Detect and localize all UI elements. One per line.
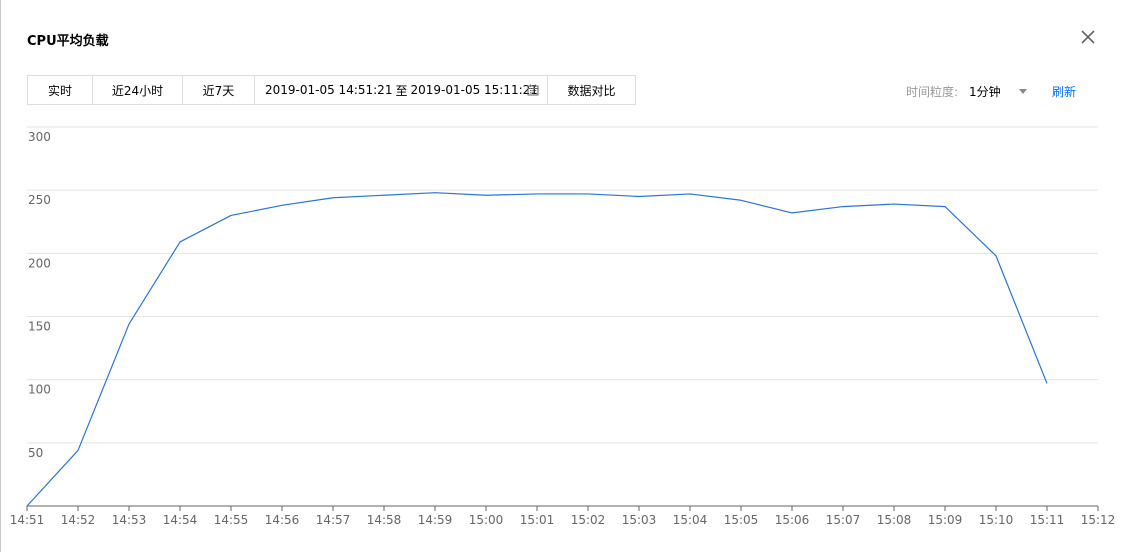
dialog-title: CPU平均负载: [27, 34, 109, 49]
close-icon[interactable]: [1079, 28, 1097, 46]
realtime-button[interactable]: 实时: [27, 75, 93, 105]
range-end: 2019-01-05 15:11:21: [410, 83, 538, 97]
y-tick-label: 150: [28, 320, 51, 334]
x-tick-label: 15:08: [877, 513, 912, 527]
x-tick-label: 14:57: [316, 513, 351, 527]
x-tick-label: 14:51: [10, 513, 45, 527]
x-tick-label: 15:05: [724, 513, 759, 527]
x-tick-label: 15:00: [469, 513, 504, 527]
x-tick-label: 14:59: [418, 513, 453, 527]
compare-button[interactable]: 数据对比: [547, 75, 636, 105]
x-tick-label: 14:53: [112, 513, 147, 527]
x-tick-label: 15:11: [1030, 513, 1065, 527]
last-7d-button[interactable]: 近7天: [182, 75, 255, 105]
range-start: 2019-01-05 14:51:21: [265, 83, 393, 97]
calendar-icon[interactable]: [527, 84, 539, 96]
time-range-toolbar: 实时 近24小时 近7天 2019-01-05 14:51:21 至 2019-…: [27, 75, 636, 105]
last-24h-button[interactable]: 近24小时: [92, 75, 183, 105]
y-tick-label: 50: [28, 446, 43, 460]
x-tick-label: 15:04: [673, 513, 708, 527]
y-tick-label: 100: [28, 383, 51, 397]
y-tick-label: 300: [28, 130, 51, 144]
x-tick-label: 15:09: [928, 513, 963, 527]
x-tick-label: 15:07: [826, 513, 861, 527]
chevron-down-icon: [1019, 89, 1027, 94]
granularity-value: 1分钟: [969, 85, 1001, 99]
x-tick-label: 15:01: [520, 513, 555, 527]
x-tick-label: 15:12: [1081, 513, 1116, 527]
range-separator: 至: [395, 83, 408, 98]
date-range-picker[interactable]: 2019-01-05 14:51:21 至 2019-01-05 15:11:2…: [254, 75, 548, 105]
granularity-select[interactable]: 1分钟: [969, 83, 1029, 99]
x-tick-label: 14:58: [367, 513, 402, 527]
x-tick-label: 14:54: [163, 513, 198, 527]
x-tick-label: 15:10: [979, 513, 1014, 527]
series-line: [26, 192, 1048, 507]
x-tick-label: 15:03: [622, 513, 657, 527]
x-tick-label: 14:52: [61, 513, 96, 527]
refresh-link[interactable]: 刷新: [1052, 85, 1077, 99]
granularity-label: 时间粒度:: [906, 85, 959, 99]
y-tick-label: 200: [28, 256, 51, 270]
x-tick-label: 14:56: [265, 513, 300, 527]
x-tick-label: 15:06: [775, 513, 810, 527]
y-tick-label: 250: [28, 193, 51, 207]
x-tick-label: 14:55: [214, 513, 249, 527]
x-tick-label: 15:02: [571, 513, 606, 527]
